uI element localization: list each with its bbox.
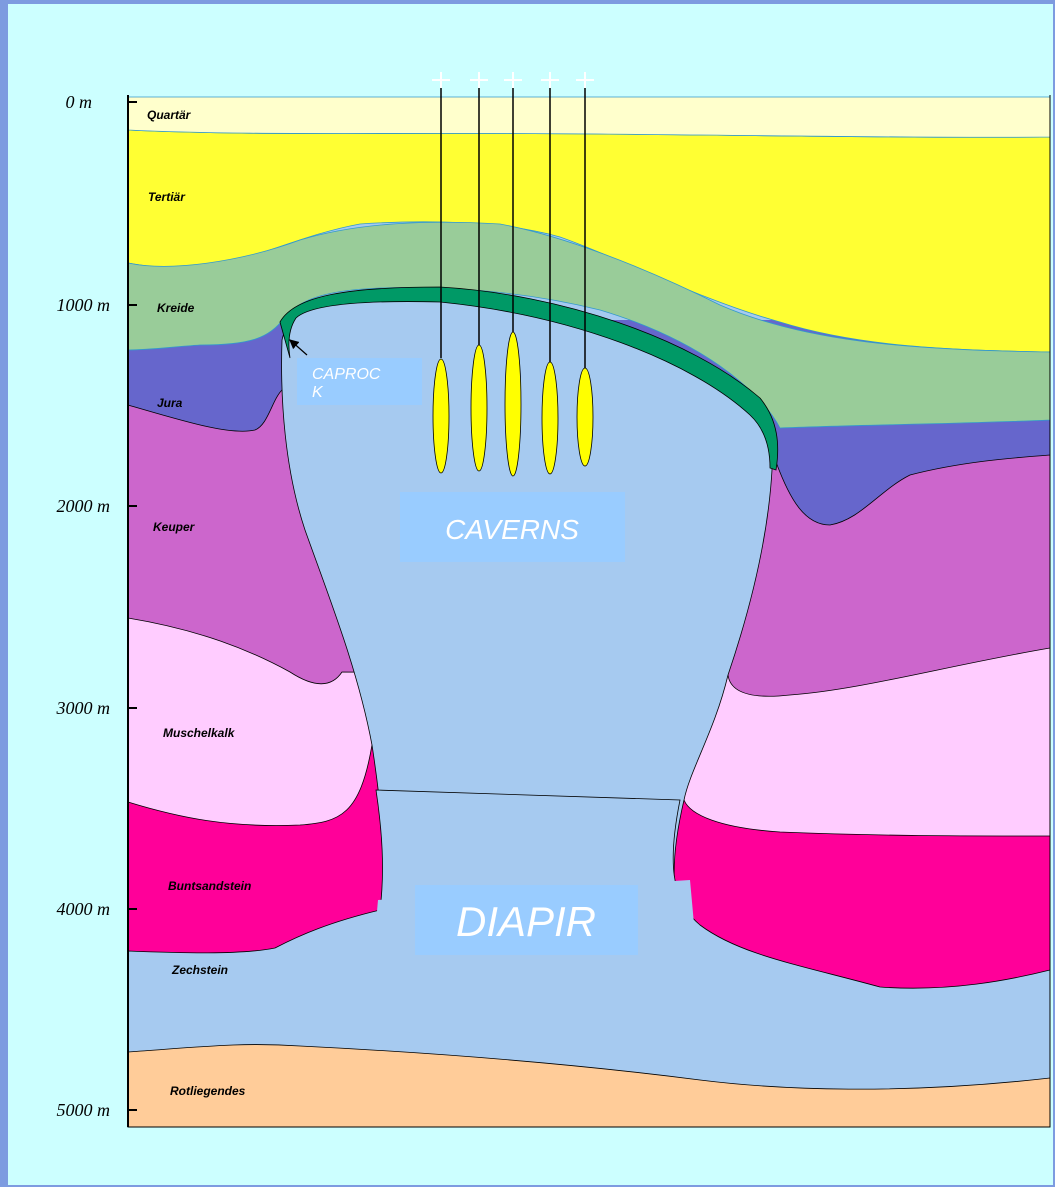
cavern: [577, 368, 593, 466]
quartaer-layer: [128, 97, 1050, 137]
layer-label: Muschelkalk: [163, 726, 236, 740]
well-head: [576, 72, 594, 88]
layer-label: Jura: [157, 396, 183, 410]
well-head: [504, 72, 522, 88]
layer-label: Buntsandstein: [168, 879, 251, 893]
depth-label: 5000 m: [57, 1100, 111, 1120]
cavern: [505, 332, 521, 476]
cross-section: 0 m 1000 m 2000 m 3000 m 4000 m 5000 m Q…: [0, 0, 1055, 1187]
depth-label: 0 m: [66, 92, 93, 112]
depth-label: 3000 m: [56, 698, 111, 718]
layer-label: Rotliegendes: [170, 1084, 246, 1098]
depth-label: 4000 m: [57, 899, 111, 919]
cavern: [542, 362, 558, 474]
well-head: [470, 72, 488, 88]
layer-label: Zechstein: [171, 963, 228, 977]
cavern: [433, 359, 449, 473]
layer-label: Keuper: [153, 520, 196, 534]
well-head: [432, 72, 450, 88]
layer-label: Quartär: [147, 108, 192, 122]
diapir-label: DIAPIR: [456, 898, 596, 945]
caverns-label: CAVERNS: [445, 514, 579, 545]
page: 0 m 1000 m 2000 m 3000 m 4000 m 5000 m Q…: [0, 0, 1055, 1187]
cavern: [471, 345, 487, 471]
depth-label: 2000 m: [57, 496, 111, 516]
layer-label: Kreide: [157, 301, 195, 315]
well-head: [541, 72, 559, 88]
layer-label: Tertiär: [148, 190, 186, 204]
depth-label: 1000 m: [57, 295, 111, 315]
caprock-label: CAPROCK: [312, 366, 382, 402]
